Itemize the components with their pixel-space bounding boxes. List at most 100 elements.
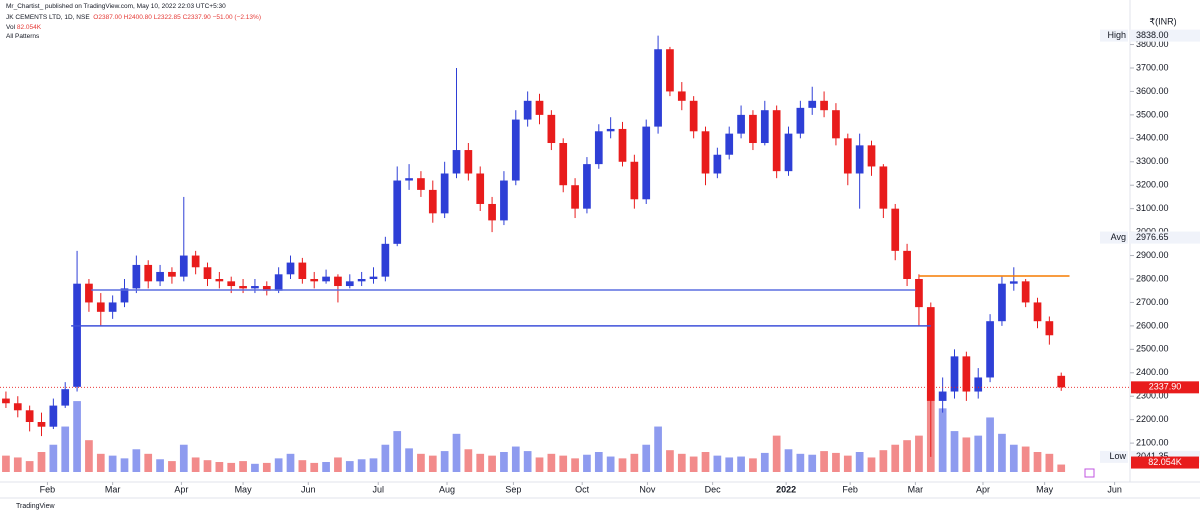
volume-bar: [428, 455, 437, 472]
volume-bar: [891, 444, 900, 472]
candle-body: [179, 255, 188, 277]
volume-value: 82.054K: [16, 24, 42, 31]
candle-body: [986, 321, 994, 378]
volume-bar: [749, 458, 757, 472]
candle-body: [1021, 281, 1030, 303]
stat-value: 3838.00: [1136, 30, 1169, 40]
x-tick-label: Sep: [505, 484, 521, 494]
candle-body: [677, 91, 686, 101]
volume-bar: [440, 451, 449, 472]
volume-bar: [132, 449, 141, 472]
volume-bar: [322, 462, 330, 472]
volume-bar: [583, 454, 591, 472]
candle-body: [583, 164, 591, 209]
candle-body: [559, 143, 568, 186]
y-tick-label: 3700.00: [1136, 62, 1169, 72]
volume-bar: [298, 460, 307, 472]
volume-bar: [156, 459, 164, 472]
candle-body: [310, 278, 319, 282]
y-tick-label: 3800.00: [1136, 39, 1169, 49]
candle-body: [73, 283, 81, 387]
x-tick-label: Jun: [1107, 484, 1122, 494]
x-tick-label: Feb: [40, 484, 56, 494]
volume-bar: [85, 440, 93, 472]
x-tick-label: Mar: [908, 484, 924, 494]
candle-body: [274, 274, 283, 291]
volume-label-box: [1131, 456, 1199, 469]
candle-body: [262, 286, 271, 291]
volume-bar: [37, 452, 46, 472]
y-tick-label: 3200.00: [1136, 180, 1169, 190]
volume-bar: [393, 431, 402, 472]
volume-bar: [1045, 453, 1054, 472]
volume-bar: [286, 453, 295, 472]
candle-body: [772, 110, 781, 172]
volume-bar: [903, 440, 911, 472]
volume-bar: [867, 457, 876, 472]
candle-body: [381, 243, 390, 277]
event-icon: [1084, 468, 1095, 478]
candle-body: [417, 178, 425, 190]
candle-body: [725, 133, 734, 155]
candle-body: [345, 281, 354, 287]
volume-bar: [227, 462, 236, 472]
candle-body: [428, 189, 437, 214]
candle-body: [13, 403, 22, 411]
volume-bar: [974, 435, 983, 472]
volume-bar: [843, 455, 852, 472]
volume-bar: [594, 452, 603, 472]
candle-body: [689, 100, 698, 132]
candle-body: [251, 286, 259, 289]
last-price-box: [1131, 381, 1199, 394]
candle-body: [369, 276, 378, 279]
volume-bar: [61, 426, 70, 472]
candle-body: [535, 100, 544, 115]
candle-body: [571, 185, 579, 209]
volume-bar: [1009, 444, 1018, 472]
candle-body: [488, 203, 496, 221]
volume-bar: [677, 453, 686, 472]
stat-name-bg: [1100, 29, 1128, 42]
candle-body: [61, 389, 70, 406]
x-tick-label: Oct: [575, 484, 590, 494]
candle-body: [452, 150, 461, 174]
candle-body: [594, 131, 603, 165]
candle-body: [938, 391, 947, 401]
volume-bar: [168, 461, 176, 472]
symbol: JK CEMENTS LTD, 1D, NSE: [6, 14, 90, 21]
candle-body: [1009, 281, 1018, 284]
volume-line: Vol 82.054K: [6, 24, 41, 31]
brand: TradingView: [16, 503, 55, 510]
x-tick-label: Apr: [174, 484, 188, 494]
candle-body: [843, 138, 852, 174]
volume-bar: [666, 450, 674, 472]
candle-body: [1045, 321, 1054, 336]
volume-bar: [239, 461, 247, 472]
stat-name-bg: [1100, 231, 1128, 244]
candle-body: [168, 271, 176, 277]
stat-value: 2041.35: [1136, 451, 1169, 461]
volume-bar: [915, 435, 923, 472]
candle-body: [879, 166, 888, 209]
candle-body: [606, 128, 615, 132]
volume-bar: [417, 453, 425, 472]
volume-title: Vol: [6, 24, 16, 31]
volume-bar: [535, 457, 544, 472]
candle-body: [49, 405, 58, 427]
candle-body: [926, 307, 935, 401]
volume-bar: [345, 461, 354, 472]
candle-body: [405, 178, 413, 181]
volume-bar: [203, 460, 212, 472]
volume-bar: [547, 453, 556, 472]
candle-body: [239, 286, 247, 289]
candle-body: [96, 302, 105, 312]
volume-bar: [796, 453, 805, 472]
volume-bar: [938, 408, 947, 472]
volume-bar: [986, 417, 994, 472]
x-tick-label: Aug: [439, 484, 455, 494]
candle-body: [713, 154, 722, 174]
candle-body: [855, 145, 864, 174]
volume-bar: [1057, 464, 1066, 472]
volume-bar: [879, 450, 888, 472]
volume-bar: [559, 455, 568, 472]
